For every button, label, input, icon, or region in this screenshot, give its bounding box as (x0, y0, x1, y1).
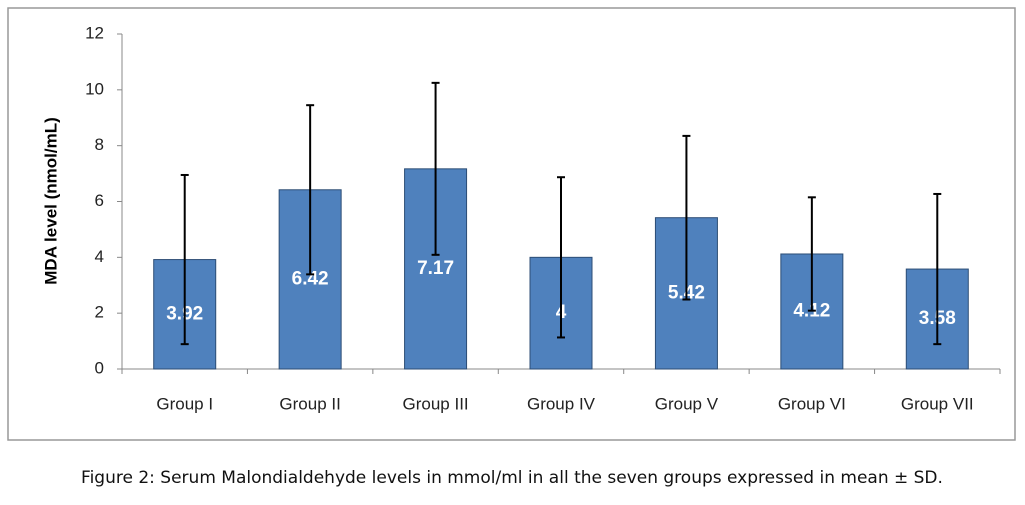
error-bar (682, 134, 691, 301)
y-tick-label: 6 (95, 191, 104, 210)
y-tick-label: 8 (95, 135, 104, 154)
chart-frame (7, 7, 1016, 441)
caption: Figure 2: Serum Malondialdehyde levels i… (81, 468, 943, 488)
x-tick-label: Group VII (901, 394, 974, 413)
error-bar (557, 176, 565, 339)
x-tick-label: Group VI (778, 394, 846, 413)
data-label: 7.17 (417, 258, 454, 279)
y-tick-label: 0 (95, 358, 104, 377)
y-axis-label: MDA level (nmol/mL) (41, 117, 60, 285)
x-tick-label: Group I (156, 394, 213, 413)
data-label: 6.42 (292, 268, 329, 289)
y-tick-label: 10 (85, 79, 104, 98)
error-bar (933, 192, 942, 346)
error-bar (431, 81, 440, 256)
x-tick-label: Group V (655, 394, 719, 413)
x-tick-label: Group II (279, 394, 340, 413)
error-bar (180, 173, 189, 346)
y-tick-label: 2 (95, 303, 104, 322)
error-bar (807, 196, 816, 312)
y-tick-label: 12 (85, 23, 104, 42)
x-tick-label: Group III (403, 394, 469, 413)
x-tick-label: Group IV (527, 394, 596, 413)
error-bar (306, 104, 315, 276)
y-tick-label: 4 (95, 247, 104, 266)
